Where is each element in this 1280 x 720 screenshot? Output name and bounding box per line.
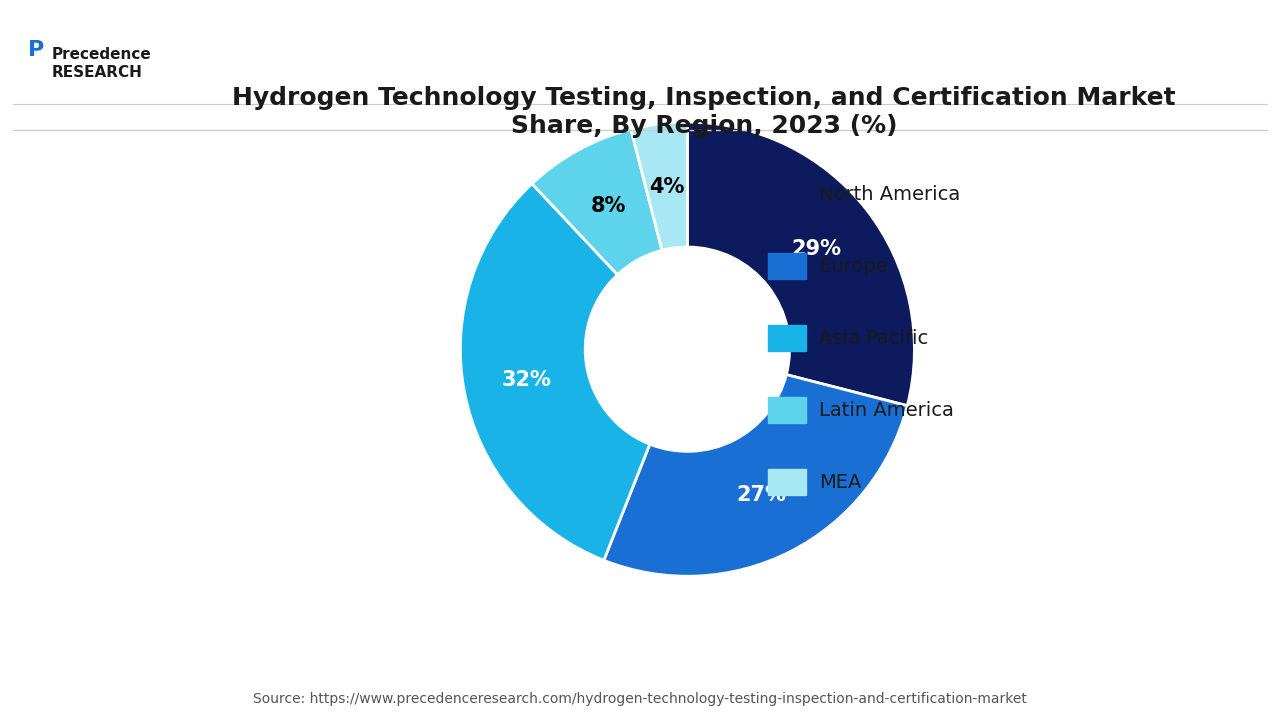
Wedge shape (687, 122, 914, 405)
Text: P: P (28, 40, 44, 60)
Text: Precedence
RESEARCH: Precedence RESEARCH (51, 47, 151, 81)
Wedge shape (604, 374, 908, 576)
Text: 27%: 27% (737, 485, 786, 505)
Text: North America: North America (819, 185, 960, 204)
Wedge shape (631, 122, 687, 251)
Text: Hydrogen Technology Testing, Inspection, and Certification Market
Share, By Regi: Hydrogen Technology Testing, Inspection,… (232, 86, 1176, 138)
Text: Asia Pacific: Asia Pacific (819, 329, 928, 348)
Text: 32%: 32% (502, 370, 552, 390)
Text: MEA: MEA (819, 473, 861, 492)
Wedge shape (461, 184, 650, 560)
Text: Source: https://www.precedenceresearch.com/hydrogen-technology-testing-inspectio: Source: https://www.precedenceresearch.c… (253, 692, 1027, 706)
Wedge shape (532, 130, 662, 275)
Text: 8%: 8% (591, 196, 626, 216)
Text: Europe: Europe (819, 257, 888, 276)
Text: 4%: 4% (649, 177, 685, 197)
Text: 29%: 29% (791, 239, 841, 259)
Text: Latin America: Latin America (819, 401, 954, 420)
